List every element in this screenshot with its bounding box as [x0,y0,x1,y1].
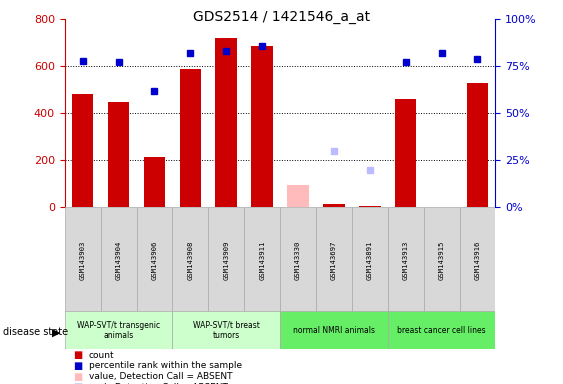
Bar [388,311,495,349]
Text: GSM143891: GSM143891 [367,240,373,280]
Text: GDS2514 / 1421546_a_at: GDS2514 / 1421546_a_at [193,10,370,23]
Text: GSM143916: GSM143916 [475,240,480,280]
Text: GSM143915: GSM143915 [439,240,445,280]
Text: normal NMRI animals: normal NMRI animals [293,326,375,335]
Text: GSM143908: GSM143908 [187,240,193,280]
Text: ■: ■ [73,382,82,384]
Bar [172,311,280,349]
Bar [280,311,388,349]
Bar [108,101,129,207]
Bar [359,206,381,207]
Bar [424,207,459,313]
Bar [208,207,244,313]
Bar [144,157,166,207]
Bar [388,207,424,313]
Text: ■: ■ [73,372,82,382]
Bar [459,207,495,313]
Bar [65,207,101,313]
Text: GSM143330: GSM143330 [295,240,301,280]
Text: count: count [89,351,115,360]
Bar [352,207,388,313]
Bar [287,185,309,207]
Bar [101,207,137,313]
Text: percentile rank within the sample: percentile rank within the sample [89,361,242,371]
Text: GSM143906: GSM143906 [151,240,158,280]
Bar [251,46,273,207]
Text: GSM143909: GSM143909 [224,240,229,280]
Bar [72,94,93,207]
Bar [244,207,280,313]
Text: ▶: ▶ [52,327,61,337]
Text: GSM143913: GSM143913 [403,240,409,280]
Bar [137,207,172,313]
Text: GSM143903: GSM143903 [80,240,86,280]
Text: WAP-SVT/t breast
tumors: WAP-SVT/t breast tumors [193,321,260,340]
Bar [323,204,345,207]
Text: disease state: disease state [3,327,68,337]
Text: GSM143697: GSM143697 [331,240,337,280]
Text: GSM143904: GSM143904 [115,240,122,280]
Bar [180,69,201,207]
Bar [467,83,488,207]
Bar [216,38,237,207]
Bar [316,207,352,313]
Text: WAP-SVT/t transgenic
animals: WAP-SVT/t transgenic animals [77,321,160,340]
Text: GSM143911: GSM143911 [259,240,265,280]
Bar [65,311,172,349]
Bar [280,207,316,313]
Bar [172,207,208,313]
Text: ■: ■ [73,350,82,360]
Bar [395,99,417,207]
Text: value, Detection Call = ABSENT: value, Detection Call = ABSENT [89,372,233,381]
Text: ■: ■ [73,361,82,371]
Text: breast cancer cell lines: breast cancer cell lines [397,326,486,335]
Text: rank, Detection Call = ABSENT: rank, Detection Call = ABSENT [89,383,228,384]
